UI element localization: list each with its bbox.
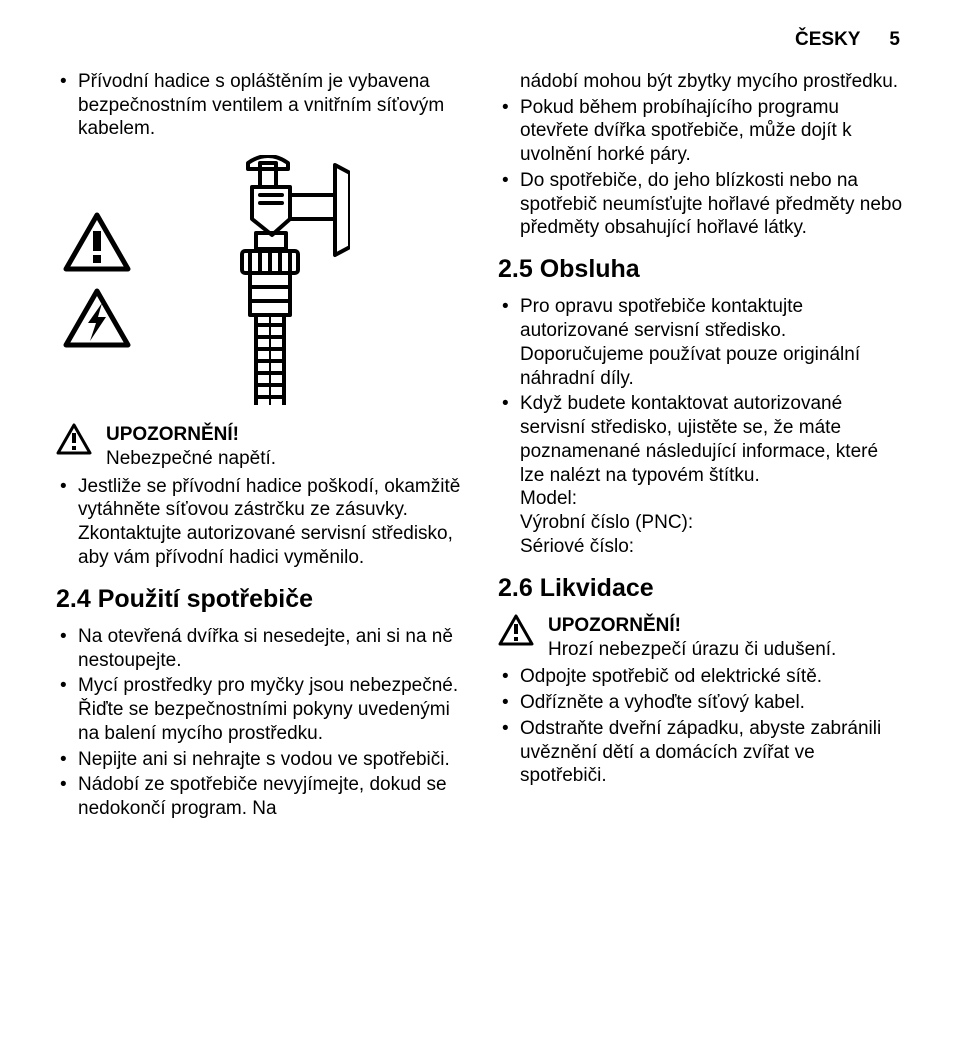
warning-triangle-small-icon xyxy=(498,614,534,646)
list-item: Pro opravu spotřebiče kontaktujte autori… xyxy=(498,295,904,390)
bullet-text: Odřízněte a vyhoďte síťový kabel. xyxy=(520,692,805,713)
section-heading-2-4: 2.4 Použití spotřebiče xyxy=(56,584,462,615)
warning-triangle-small-icon xyxy=(56,423,92,455)
list-item-continuation: nádobí mohou být zbytky mycího prostředk… xyxy=(498,70,904,94)
warning-icons-stack xyxy=(62,211,132,349)
list-item: Nepijte ani si nehrajte s vodou ve spotř… xyxy=(56,748,462,772)
bullet-text: Odpojte spotřebič od elektrické sítě. xyxy=(520,666,822,687)
list-item: Přívodní hadice s opláštěním je vybavena… xyxy=(56,70,462,141)
list-item: Na otevřená dvířka si nesedejte, ani si … xyxy=(56,625,462,673)
bullet-text: Nádobí ze spotřebiče nevyjímejte, dokud … xyxy=(78,774,447,819)
list-item: Do spotřebiče, do jeho blízkosti nebo na… xyxy=(498,169,904,240)
list-item: Odřízněte a vyhoďte síťový kabel. xyxy=(498,691,904,715)
section-heading-2-5: 2.5 Obsluha xyxy=(498,254,904,285)
warning-title: UPOZORNĚNÍ! xyxy=(106,423,462,447)
warning-text: UPOZORNĚNÍ! Nebezpečné napětí. xyxy=(106,423,462,471)
list-item: Nádobí ze spotřebiče nevyjímejte, dokud … xyxy=(56,773,462,821)
bullet-text: Pokud během probíhajícího programu otevř… xyxy=(520,97,852,166)
page-number: 5 xyxy=(889,29,900,50)
bullet-text: Odstraňte dveřní západku, abyste zabráni… xyxy=(520,718,881,787)
warning-block-disposal: UPOZORNĚNÍ! Hrozí nebezpečí úrazu či udu… xyxy=(498,614,904,662)
list-item: Pokud během probíhajícího programu otevř… xyxy=(498,96,904,167)
bullet-text: Nepijte ani si nehrajte s vodou ve spotř… xyxy=(78,749,450,770)
left-after-warn-bullets: Jestliže se přívodní hadice poškodí, oka… xyxy=(56,475,462,570)
list-item: Mycí prostředky pro myčky jsou nebezpečn… xyxy=(56,674,462,745)
warning-body: Nebezpečné napětí. xyxy=(106,447,462,471)
two-column-layout: Přívodní hadice s opláštěním je vybavena… xyxy=(56,70,904,835)
warning-block-voltage: UPOZORNĚNÍ! Nebezpečné napětí. xyxy=(56,423,462,471)
warning-triangle-icon xyxy=(62,211,132,273)
diagram-row xyxy=(62,155,462,405)
bullet-text: Pro opravu spotřebiče kontaktujte autori… xyxy=(520,296,860,388)
warning-title: UPOZORNĚNÍ! xyxy=(548,614,904,638)
water-tap-icon xyxy=(160,155,350,405)
bullet-text: Do spotřebiče, do jeho blízkosti nebo na… xyxy=(520,170,902,239)
warning-text: UPOZORNĚNÍ! Hrozí nebezpečí úrazu či udu… xyxy=(548,614,904,662)
lang-label: ČESKY xyxy=(795,29,860,50)
list-item: Odstraňte dveřní západku, abyste zabráni… xyxy=(498,717,904,788)
section-2-6-bullets: Odpojte spotřebič od elektrické sítě. Od… xyxy=(498,665,904,788)
left-column: Přívodní hadice s opláštěním je vybavena… xyxy=(56,70,462,835)
section-2-4-bullets: Na otevřená dvířka si nesedejte, ani si … xyxy=(56,625,462,821)
section-2-5-bullets: Pro opravu spotřebiče kontaktujte autori… xyxy=(498,295,904,558)
bullet-text: Když budete kontaktovat autorizované ser… xyxy=(520,393,878,557)
bullet-text: Mycí prostředky pro myčky jsou nebezpečn… xyxy=(78,675,458,744)
bullet-text: nádobí mohou být zbytky mycího prostředk… xyxy=(520,71,898,92)
section-heading-2-6: 2.6 Likvidace xyxy=(498,573,904,604)
left-top-bullets: Přívodní hadice s opláštěním je vybavena… xyxy=(56,70,462,141)
bullet-text: Jestliže se přívodní hadice poškodí, oka… xyxy=(78,476,460,568)
warning-body: Hrozí nebezpečí úrazu či udušení. xyxy=(548,638,904,662)
right-cont-bullets: nádobí mohou být zbytky mycího prostředk… xyxy=(498,70,904,240)
list-item: Jestliže se přívodní hadice poškodí, oka… xyxy=(56,475,462,570)
bullet-text: Přívodní hadice s opláštěním je vybavena… xyxy=(78,71,444,140)
list-item: Když budete kontaktovat autorizované ser… xyxy=(498,392,904,558)
electric-shock-icon xyxy=(62,287,132,349)
bullet-text: Na otevřená dvířka si nesedejte, ani si … xyxy=(78,626,453,671)
right-column: nádobí mohou být zbytky mycího prostředk… xyxy=(498,70,904,835)
page-header: ČESKY 5 xyxy=(56,28,904,52)
list-item: Odpojte spotřebič od elektrické sítě. xyxy=(498,665,904,689)
